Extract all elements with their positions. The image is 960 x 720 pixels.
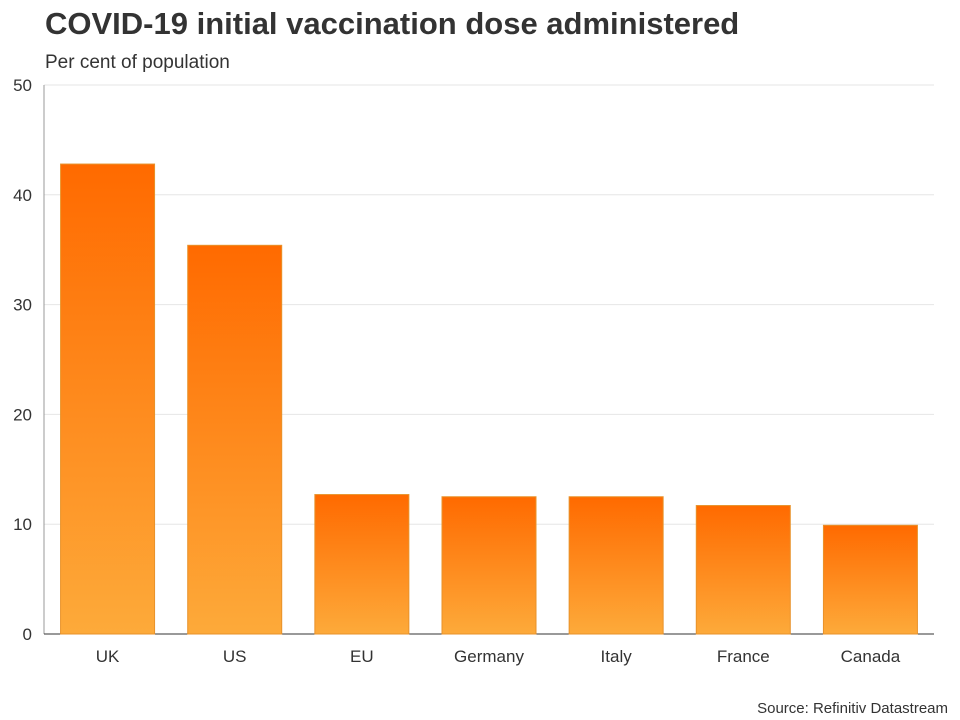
chart-source: Source: Refinitiv Datastream bbox=[757, 700, 948, 717]
bar-germany bbox=[441, 496, 537, 635]
bar-italy bbox=[568, 496, 664, 635]
chart-title: COVID-19 initial vaccination dose admini… bbox=[45, 6, 740, 41]
y-tick-label: 40 bbox=[13, 186, 32, 205]
bars bbox=[60, 163, 918, 635]
gridlines bbox=[44, 84, 934, 525]
x-tick-label-italy: Italy bbox=[601, 647, 633, 666]
y-tick-label: 50 bbox=[13, 76, 32, 95]
bar-canada bbox=[822, 524, 918, 635]
x-tick-label-eu: EU bbox=[350, 647, 374, 666]
bar-us bbox=[187, 244, 283, 635]
x-tick-label-france: France bbox=[717, 647, 770, 666]
tick-labels: 0 10 20 30 40 50 UK US EU Germany Italy France Canad… bbox=[13, 76, 901, 666]
bar-uk bbox=[60, 163, 156, 635]
chart-subtitle: Per cent of population bbox=[45, 52, 230, 73]
x-tick-label-us: US bbox=[223, 647, 247, 666]
x-tick-label-canada: Canada bbox=[841, 647, 901, 666]
x-tick-label-uk: UK bbox=[96, 647, 120, 666]
y-tick-label: 0 bbox=[23, 625, 32, 644]
x-tick-label-germany: Germany bbox=[454, 647, 524, 666]
y-tick-label: 30 bbox=[13, 296, 32, 315]
bar-france bbox=[695, 505, 791, 635]
y-tick-label: 20 bbox=[13, 405, 32, 424]
y-tick-label: 10 bbox=[13, 515, 32, 534]
bar-eu bbox=[314, 494, 410, 635]
